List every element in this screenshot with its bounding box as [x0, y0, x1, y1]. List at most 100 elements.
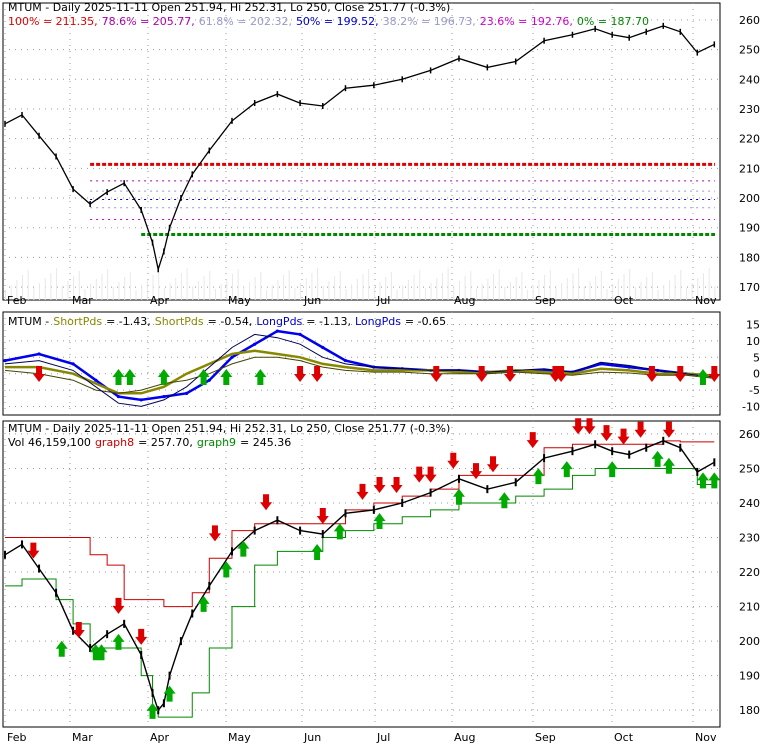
- indicator-point: [275, 329, 279, 333]
- sell-arrow: [135, 628, 148, 645]
- volume-bar: [186, 268, 188, 300]
- x-tick-label: Sep: [535, 294, 556, 307]
- indicator-series-line: [5, 349, 715, 395]
- y-tick-label: 10: [746, 335, 760, 348]
- volume-bar: [169, 283, 171, 300]
- buy-arrow: [606, 461, 619, 478]
- volume-bar: [73, 276, 75, 300]
- header-segment: = -1.13,: [306, 315, 351, 328]
- volume-bar: [22, 275, 24, 300]
- volume-bar: [283, 275, 285, 300]
- volume-bar: [674, 275, 676, 300]
- volume-bar: [249, 282, 251, 300]
- volume-bar: [118, 282, 120, 300]
- volume-bar: [39, 283, 41, 300]
- sell-arrow: [390, 476, 403, 493]
- indicator-point: [139, 398, 143, 402]
- volume-bar: [107, 269, 109, 300]
- volume-bar: [277, 280, 279, 300]
- volume-bar: [589, 281, 591, 300]
- y-tick-label: 210: [739, 162, 760, 175]
- volume-bar: [555, 288, 557, 300]
- plot-frame-1: [2, 2, 721, 301]
- header-segment: MTUM - Daily 2025-11-11 Open 251.94, Hi …: [8, 422, 450, 435]
- volume-bar: [561, 283, 563, 300]
- buy-arrow: [163, 685, 176, 702]
- volume-bar: [356, 279, 358, 300]
- buy-arrow: [696, 369, 709, 385]
- volume-bar: [101, 274, 103, 300]
- y-tick-label: 5: [753, 351, 760, 364]
- buy-arrow: [112, 369, 125, 385]
- buy-arrow: [220, 561, 233, 578]
- y-tick-label: 230: [739, 103, 760, 116]
- sell-arrow: [469, 463, 482, 480]
- sell-arrow: [526, 432, 539, 449]
- volume-bar: [481, 284, 483, 300]
- volume-bar: [305, 278, 307, 300]
- indicator-series-line: [4, 333, 715, 407]
- x-tick-label: Feb: [7, 731, 26, 744]
- volume-bar: [515, 277, 517, 300]
- volume-bar: [152, 275, 154, 300]
- indicator-point: [116, 395, 121, 399]
- header-segment: graph9: [197, 436, 236, 449]
- volume-bar: [351, 284, 353, 300]
- x-tick-label: Mar: [72, 294, 93, 307]
- sell-arrow: [316, 508, 329, 525]
- header-segment: 100% = 211.35,: [8, 15, 98, 28]
- volume-bar: [226, 279, 228, 300]
- header-segment: 61.8% = 202.32,: [199, 15, 292, 28]
- volume-bar: [124, 277, 126, 300]
- sell-arrow: [708, 366, 721, 382]
- volume-bar: [663, 285, 665, 300]
- x-tick-label: Jun: [303, 731, 321, 744]
- price-panel: 170 180 190 200 210 220 230 240 250 260 MTUM - Dai…: [2, 1, 760, 307]
- buy-arrow: [373, 512, 386, 529]
- buy-arrow: [157, 369, 170, 385]
- indicator-point: [298, 332, 302, 336]
- volume-bar: [311, 273, 313, 300]
- volume-bar: [345, 289, 347, 300]
- volume-bar: [214, 289, 216, 300]
- volume-bar: [623, 274, 625, 300]
- y-tick-label: 260: [739, 428, 760, 441]
- price-line: [4, 440, 715, 712]
- y-tick-label: -10: [742, 400, 760, 413]
- volume-bar: [328, 281, 330, 300]
- volume-bar: [549, 270, 551, 300]
- y-tick-label: 240: [739, 497, 760, 510]
- volume-bar: [396, 290, 398, 300]
- buy-arrow: [696, 472, 709, 489]
- volume-bar: [600, 271, 602, 300]
- volume-bar: [538, 280, 540, 300]
- volume-bar: [436, 278, 438, 300]
- plot-frame-3: [2, 420, 721, 728]
- header-segment: LongPds: [355, 315, 401, 328]
- buy-arrow: [123, 369, 136, 385]
- sell-arrow: [208, 525, 221, 542]
- header-segment: ShortPds: [155, 315, 204, 328]
- y-tick-label: 210: [739, 601, 760, 614]
- volume-bar: [595, 276, 597, 300]
- volume-bar: [413, 275, 415, 300]
- sell-arrow: [373, 476, 386, 493]
- y-tick-label: 180: [739, 704, 760, 717]
- header-segment: MTUM -: [8, 315, 49, 328]
- header-segment: graph8: [95, 436, 134, 449]
- buy-arrow: [708, 472, 721, 489]
- header-segment: 38.2% = 196.73,: [383, 15, 476, 28]
- y-tick-label: 190: [739, 222, 760, 235]
- volume-bar: [135, 290, 137, 300]
- header-text: MTUM - Daily 2025-11-11 Open 251.94, Hi …: [8, 422, 450, 435]
- header-segment: = 257.70,: [138, 436, 193, 449]
- y-tick-label: 250: [739, 462, 760, 475]
- x-tick-label: Jul: [376, 294, 390, 307]
- header-segment: 0% = 187.70: [577, 15, 649, 28]
- volume-bar: [714, 286, 716, 300]
- header-segment: 23.6% = 192.76,: [480, 15, 573, 28]
- indicator-series-line: [4, 356, 715, 394]
- y-tick-label: 240: [739, 73, 760, 86]
- volume-bar: [27, 270, 29, 300]
